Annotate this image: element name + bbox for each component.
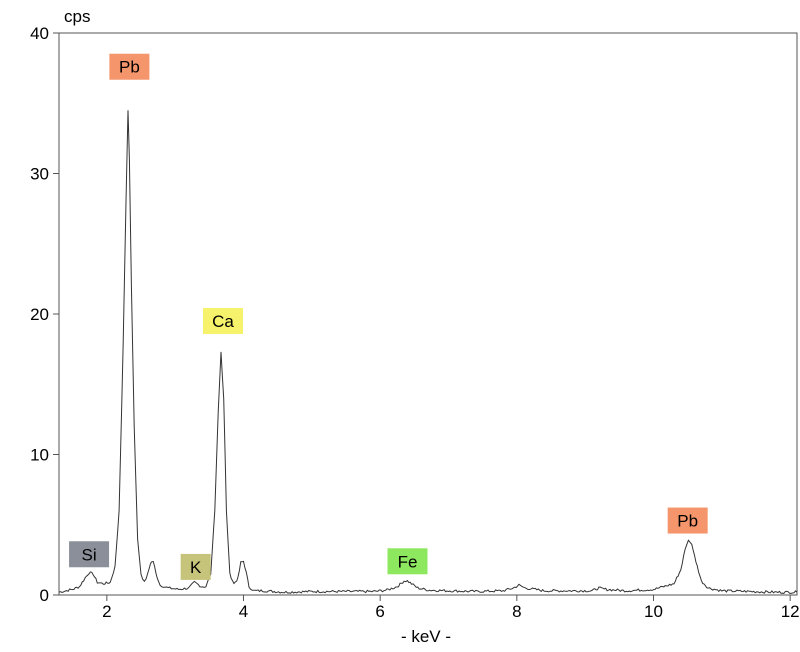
peak-label-text: K (190, 558, 202, 577)
peak-label-k: K (180, 553, 211, 580)
x-tick-label: 12 (781, 602, 800, 621)
peak-label-ca: Ca (203, 308, 243, 335)
peak-label-pb: Pb (667, 507, 708, 534)
peak-label-pb: Pb (109, 53, 150, 80)
peak-label-fe: Fe (387, 548, 428, 575)
y-tick-label: 40 (30, 24, 49, 43)
y-tick-label: 0 (40, 586, 49, 605)
y-axis-label: cps (64, 7, 90, 26)
peak-label-text: Pb (677, 512, 698, 531)
peak-label-box (387, 548, 428, 575)
peak-label-box (180, 553, 211, 580)
x-tick-label: 2 (102, 602, 111, 621)
x-tick-label: 10 (644, 602, 663, 621)
peak-label-box (69, 541, 110, 568)
y-tick-label: 20 (30, 305, 49, 324)
x-tick-label: 6 (375, 602, 384, 621)
peak-label-text: Pb (119, 58, 140, 77)
peak-label-text: Si (82, 545, 97, 564)
peak-label-box (109, 53, 150, 80)
y-tick-label: 30 (30, 165, 49, 184)
x-tick-label: 4 (239, 602, 248, 621)
y-tick-label: 10 (30, 446, 49, 465)
peak-label-box (667, 507, 708, 534)
peak-label-text: Ca (212, 312, 234, 331)
peak-label-box (203, 308, 243, 335)
x-tick-label: 8 (512, 602, 521, 621)
peak-label-text: Fe (398, 552, 418, 571)
spectrum-line (58, 110, 798, 594)
x-axis-label: - keV - (401, 627, 451, 646)
peak-label-si: Si (69, 541, 110, 568)
